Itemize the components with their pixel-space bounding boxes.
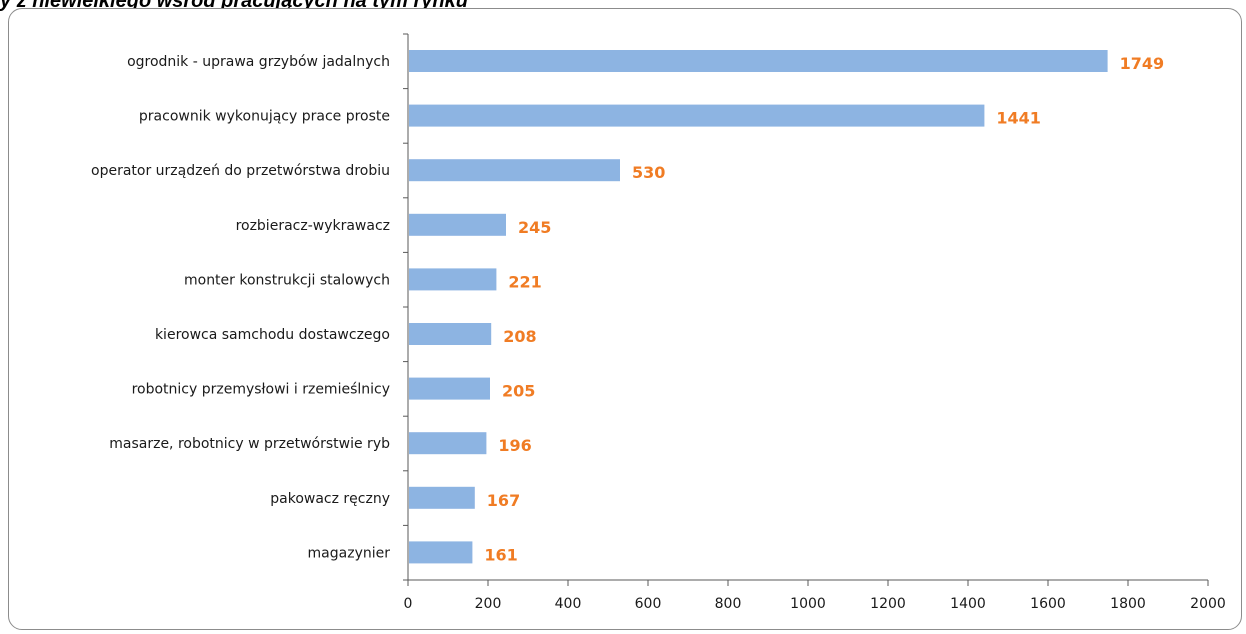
value-label: 221	[508, 272, 541, 291]
category-label: pakowacz ręczny	[270, 491, 390, 507]
value-label: 245	[518, 218, 551, 237]
category-label: masarze, robotnicy w przetwórstwie ryb	[109, 436, 390, 452]
bars	[409, 50, 1108, 564]
bar	[409, 432, 487, 455]
bar	[409, 323, 492, 345]
x-tick-label: 0	[404, 596, 413, 612]
x-tick-label: 1400	[950, 596, 986, 612]
bar	[409, 213, 506, 236]
category-labels: ogrodnik - uprawa grzybów jadalnych praco…	[91, 54, 390, 561]
x-tick-label: 200	[475, 596, 502, 612]
category-label: rozbieracz-wykrawacz	[236, 218, 390, 234]
bar	[409, 50, 1108, 72]
value-label: 530	[632, 163, 665, 182]
value-label: 167	[487, 491, 520, 510]
bar	[409, 486, 475, 509]
category-label: robotnicy przemysłowi i rzemieślnicy	[132, 382, 390, 398]
value-label: 196	[498, 436, 531, 455]
chart-frame	[8, 8, 1242, 630]
x-tick-label: 1800	[1110, 596, 1146, 612]
x-ticks: 0 200 400 600 800 1000 1200 1400 1600 1800 2000	[404, 580, 1226, 612]
value-label: 1749	[1120, 54, 1165, 73]
x-tick-label: 2000	[1190, 596, 1226, 612]
bar	[409, 268, 497, 291]
x-tick-label: 1600	[1030, 596, 1066, 612]
x-tick-label: 1000	[790, 596, 826, 612]
value-label: 208	[503, 327, 536, 346]
category-label: monter konstrukcji stalowych	[184, 272, 390, 288]
bar	[409, 541, 473, 564]
x-tick-label: 800	[715, 596, 742, 612]
category-label: kierowca samchodu dostawczego	[155, 327, 390, 343]
value-labels: 1749 1441 530 245 221 208 205 196 167 161	[484, 54, 1164, 564]
category-label: pracownik wykonujący prace proste	[139, 109, 390, 125]
category-label: operator urządzeń do przetwórstwa drobiu	[91, 163, 390, 179]
category-label: magazynier	[308, 545, 391, 561]
bar	[409, 377, 490, 400]
value-label: 161	[484, 545, 517, 564]
value-label: 1441	[996, 109, 1041, 128]
x-tick-label: 600	[635, 596, 662, 612]
bar	[409, 104, 985, 127]
bar	[409, 159, 620, 182]
category-label: ogrodnik - uprawa grzybów jadalnych	[127, 54, 390, 70]
value-label: 205	[502, 382, 535, 401]
x-tick-label: 400	[555, 596, 582, 612]
x-tick-label: 1200	[870, 596, 906, 612]
